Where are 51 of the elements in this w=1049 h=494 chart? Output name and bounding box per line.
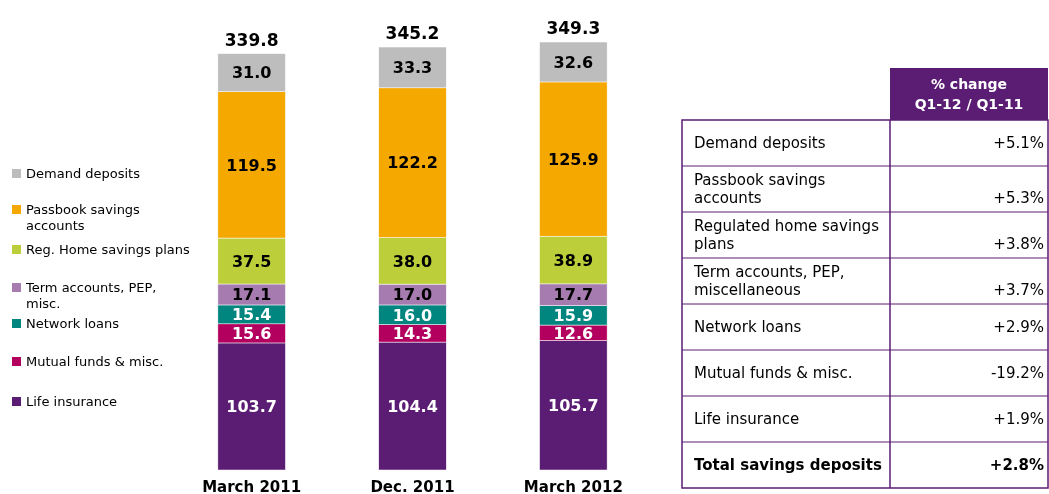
data-label: 12.6 xyxy=(553,323,594,343)
data-label: 125.9 xyxy=(548,149,599,169)
text: +1.9% xyxy=(993,410,1044,429)
text: % change Q1-12 / Q1-11 xyxy=(914,76,1024,112)
text: +5.1% xyxy=(993,134,1044,153)
data-label: 122.2 xyxy=(387,153,438,173)
data-label: 38.9 xyxy=(553,250,594,270)
data-label: 17.7 xyxy=(553,285,594,305)
data-label: 105.7 xyxy=(548,396,599,415)
data-label: 38.0 xyxy=(392,251,433,271)
legend-label: Passbook savings accounts xyxy=(26,202,141,233)
data-label: 33.3 xyxy=(392,58,433,78)
data-label: 119.5 xyxy=(226,155,277,175)
data-label: 37.5 xyxy=(231,251,272,271)
text: +3.8% xyxy=(993,235,1044,254)
category-label: Mutual funds & misc. xyxy=(694,364,853,383)
data-label: 17.0 xyxy=(392,285,433,305)
legend-label: Life insurance xyxy=(26,394,118,409)
data-label: 15.6 xyxy=(231,324,272,344)
legend-label: Demand deposits xyxy=(26,166,141,181)
data-label: 31.0 xyxy=(231,63,272,83)
text: -19.2% xyxy=(990,364,1044,383)
data-label: 32.6 xyxy=(553,52,594,72)
x-tick-label: March 2012 xyxy=(523,478,623,494)
data-label: 14.3 xyxy=(392,324,433,344)
data-label: 103.7 xyxy=(226,397,277,417)
category-label: Life insurance xyxy=(694,410,800,429)
data-label: 16.0 xyxy=(392,305,433,325)
category-label: Network loans xyxy=(694,318,802,337)
data-label: 15.9 xyxy=(553,306,594,326)
legend-label: Term accounts, PEP, misc. xyxy=(25,280,157,311)
total-label: 339.8 xyxy=(224,29,279,50)
text: +5.3% xyxy=(993,189,1044,208)
category-label: Term accounts, PEP, miscellaneous xyxy=(693,263,845,300)
x-tick-label: Dec. 2011 xyxy=(370,478,455,494)
total-label: 345.2 xyxy=(385,23,440,44)
category-label: Regulated home savings plans xyxy=(694,217,880,254)
category-label: Demand deposits xyxy=(694,134,826,153)
data-label: 15.4 xyxy=(231,305,272,325)
text: +2.9% xyxy=(993,318,1044,337)
data-label: 17.1 xyxy=(231,285,272,305)
category-label: Total savings deposits xyxy=(694,456,882,475)
category-label: Passbook savings accounts xyxy=(694,171,826,208)
data-label: 104.4 xyxy=(387,396,438,416)
total-label: 349.3 xyxy=(546,18,601,38)
x-tick-label: March 2011 xyxy=(202,478,302,494)
legend-label: Reg. Home savings plans xyxy=(26,242,190,257)
text: +2.8% xyxy=(989,456,1044,475)
legend-label: Mutual funds & misc. xyxy=(26,354,164,369)
legend-label: Network loans xyxy=(26,316,120,331)
text: +3.7% xyxy=(993,281,1044,300)
